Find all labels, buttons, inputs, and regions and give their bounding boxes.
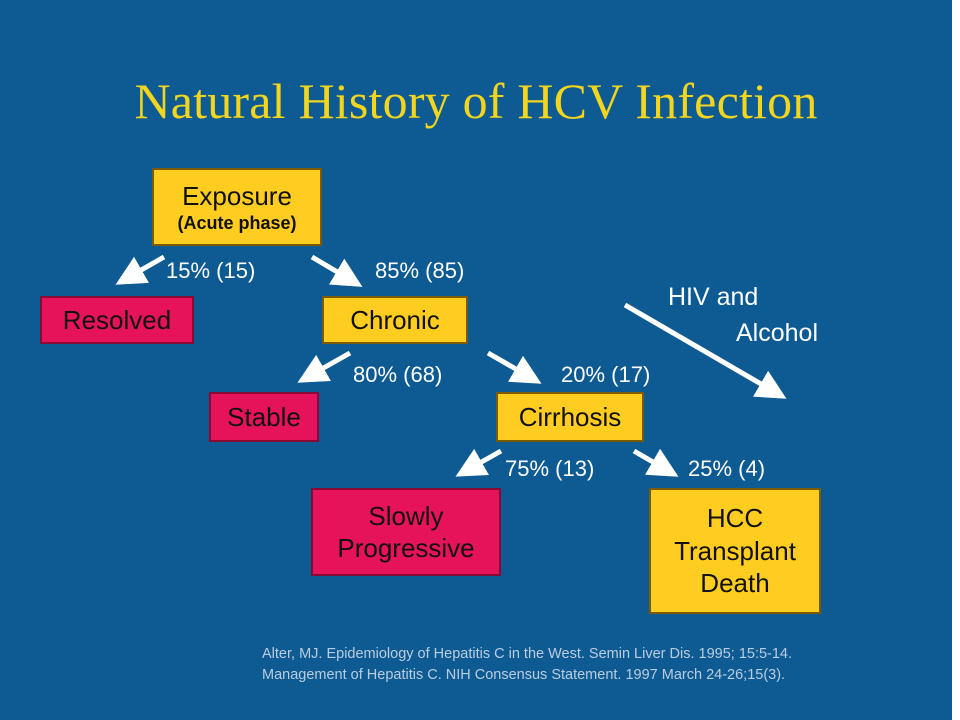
edge-label-exposure-resolved: 15% (15): [166, 258, 256, 283]
cofactor-line2: Alcohol: [736, 319, 818, 347]
node-chronic: Chronic: [322, 296, 468, 344]
cofactor-line1: HIV and: [668, 283, 759, 311]
node-hcc-line1: HCC: [706, 503, 764, 534]
node-resolved-label: Resolved: [62, 304, 172, 335]
arrow-exposure-chronic: [310, 254, 363, 287]
edge-label-cirrhosis-hcc: 25% (4): [688, 456, 766, 481]
edge-label-exposure-chronic: 85% (85): [375, 258, 465, 283]
node-hcc-line2: Transplant: [674, 535, 796, 566]
citation: Alter, MJ. Epidemiology of Hepatitis C i…: [262, 644, 792, 686]
node-chronic-label: Chronic: [350, 304, 440, 335]
node-stable: Stable: [209, 392, 319, 442]
edge-label-chronic-cirrhosis: 20% (17): [561, 362, 651, 387]
node-hcc-line3: Death: [700, 568, 770, 599]
node-resolved: Resolved: [40, 296, 194, 344]
edge-label-cirrhosis-slow: 75% (13): [505, 456, 595, 481]
node-slowly-progressive-line2: Progressive: [337, 533, 475, 563]
node-cirrhosis-label: Cirrhosis: [518, 401, 622, 432]
citation-line2: Management of Hepatitis C. NIH Consensus…: [262, 667, 786, 684]
node-exposure-sublabel: (Acute phase): [177, 213, 297, 233]
arrow-chronic-cirrhosis: [486, 350, 542, 384]
node-exposure: Exposure (Acute phase): [152, 168, 322, 246]
node-slowly-progressive: Slowly Progressive: [311, 488, 501, 576]
citation-line1: Alter, MJ. Epidemiology of Hepatitis C i…: [262, 646, 793, 662]
arrow-cirrhosis-slow: [455, 448, 503, 477]
node-hcc: HCC Transplant Death: [649, 488, 821, 614]
node-exposure-label: Exposure: [182, 180, 292, 211]
arrow-cofactor: [623, 302, 787, 399]
node-slowly-progressive-line1: Slowly: [368, 500, 444, 531]
arrow-exposure-resolved: [115, 254, 166, 285]
arrow-cirrhosis-hcc: [632, 448, 679, 477]
node-cirrhosis: Cirrhosis: [496, 392, 644, 442]
slide-title: Natural History of HCV Infection: [134, 73, 818, 129]
arrow-chronic-stable: [297, 350, 352, 383]
node-stable-label: Stable: [227, 401, 301, 432]
edge-label-chronic-stable: 80% (68): [353, 362, 443, 387]
